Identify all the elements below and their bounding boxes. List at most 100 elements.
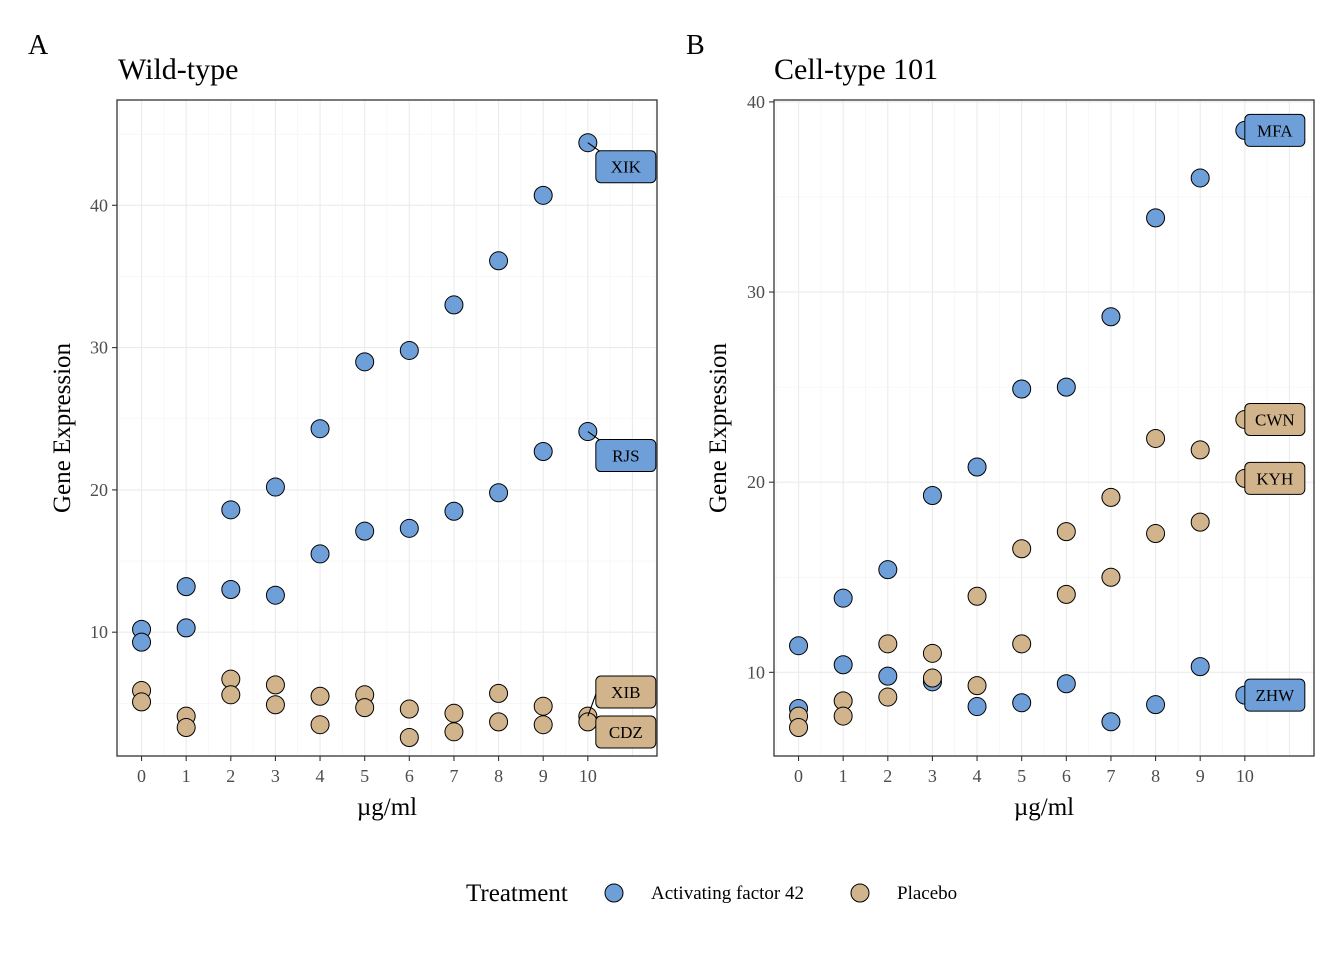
- x-tick-label: 3: [928, 766, 937, 786]
- x-tick-label: 10: [1236, 766, 1254, 786]
- x-tick-label: 8: [494, 766, 503, 786]
- data-point: [265, 695, 285, 715]
- data-point: [922, 486, 942, 506]
- data-point: [265, 675, 285, 695]
- data-point: [1101, 487, 1121, 507]
- point-label-xib: XIB: [587, 675, 657, 717]
- label-text: KYH: [1256, 469, 1293, 488]
- data-point: [789, 636, 809, 656]
- data-point: [221, 685, 241, 705]
- data-point: [176, 577, 196, 597]
- label-text: CWN: [1255, 410, 1295, 429]
- x-tick-label: 6: [1062, 766, 1071, 786]
- label-box: [595, 675, 657, 709]
- data-point: [176, 718, 196, 738]
- y-tick-label: 20: [747, 472, 765, 492]
- data-point: [132, 692, 152, 712]
- plot-area-a: XIK RJS XIB CDZ: [116, 99, 658, 757]
- data-point: [265, 585, 285, 605]
- data-point: [967, 586, 987, 606]
- x-tick-label: 10: [579, 766, 597, 786]
- label-box: [1244, 402, 1306, 436]
- data-point: [967, 457, 987, 477]
- data-point: [1146, 428, 1166, 448]
- data-point: [533, 185, 553, 205]
- plot-border: [773, 99, 1315, 757]
- data-point: [1190, 168, 1210, 188]
- legend-swatch-activating-factor: [604, 883, 624, 903]
- data-point: [444, 501, 464, 521]
- data-point: [1012, 693, 1032, 713]
- data-point: [355, 698, 375, 718]
- data-point: [878, 560, 898, 580]
- data-point: [878, 634, 898, 654]
- label-box: [595, 439, 657, 473]
- data-point: [399, 699, 419, 719]
- data-point: [789, 717, 809, 737]
- data-point: [878, 687, 898, 707]
- label-text: RJS: [612, 447, 639, 466]
- label-text: XIK: [611, 158, 642, 177]
- y-tick-label: 10: [90, 622, 108, 642]
- y-axis-title-b: Gene Expression: [705, 342, 732, 513]
- plot-border: [116, 99, 658, 757]
- data-point: [444, 722, 464, 742]
- data-point: [1190, 440, 1210, 460]
- data-point: [355, 352, 375, 372]
- axes-b: 0 1 2 3 4 5 6 7 8 9 10 10 20 30 40: [747, 92, 1254, 786]
- data-point: [444, 703, 464, 723]
- data-point: [922, 668, 942, 688]
- x-tick-label: 5: [1017, 766, 1026, 786]
- legend-label-placebo: Placebo: [897, 883, 957, 904]
- panel-title-b: Cell-type 101: [774, 53, 938, 86]
- data-point: [1056, 377, 1076, 397]
- data-point: [1190, 512, 1210, 532]
- label-box: [1244, 113, 1306, 147]
- data-point: [399, 518, 419, 538]
- data-point: [310, 686, 330, 706]
- data-point: [1101, 307, 1121, 327]
- data-point: [533, 441, 553, 461]
- x-tick-label: 2: [883, 766, 892, 786]
- y-axis-title-a: Gene Expression: [49, 342, 76, 513]
- point-label-rjs: RJS: [587, 431, 657, 473]
- point-label-mfa: MFA: [1244, 113, 1306, 147]
- x-tick-label: 7: [1106, 766, 1115, 786]
- y-tick-label: 40: [747, 92, 765, 112]
- series-placebo: [132, 669, 598, 748]
- panel-cell-type-101: B Cell-type 101 µg/ml Gene Expression MF…: [686, 30, 1315, 821]
- x-axis-title-b: µg/ml: [1014, 794, 1074, 821]
- data-point: [489, 712, 509, 732]
- x-tick-label: 4: [973, 766, 982, 786]
- legend: Treatment Activating factor 42 Placebo: [466, 880, 957, 907]
- x-tick-label: 1: [182, 766, 191, 786]
- label-text: XIB: [611, 683, 640, 702]
- legend-swatch-placebo: [850, 883, 870, 903]
- data-point: [221, 500, 241, 520]
- series-activating-factor-42: [132, 133, 598, 652]
- point-label-xik: XIK: [587, 142, 657, 184]
- label-box: [1244, 678, 1306, 712]
- label-box: [1244, 461, 1306, 495]
- data-point: [833, 655, 853, 675]
- label-box: [595, 150, 657, 184]
- y-tick-label: 10: [747, 662, 765, 682]
- data-point: [1190, 657, 1210, 677]
- data-point: [176, 618, 196, 638]
- data-point: [878, 666, 898, 686]
- data-point: [265, 477, 285, 497]
- data-point: [1146, 208, 1166, 228]
- data-point: [1056, 522, 1076, 542]
- x-tick-label: 9: [539, 766, 548, 786]
- data-point: [533, 715, 553, 735]
- data-point: [221, 580, 241, 600]
- panel-title-a: Wild-type: [118, 53, 238, 86]
- y-tick-label: 30: [747, 282, 765, 302]
- data-point: [1012, 539, 1032, 559]
- y-tick-label: 40: [90, 195, 108, 215]
- axes-a: 0 1 2 3 4 5 6 7 8 9 10 10 20 30 40: [90, 195, 597, 786]
- x-tick-label: 2: [226, 766, 235, 786]
- data-point: [1146, 695, 1166, 715]
- point-label-kyh: KYH: [1244, 461, 1306, 495]
- x-axis-title-a: µg/ml: [357, 794, 417, 821]
